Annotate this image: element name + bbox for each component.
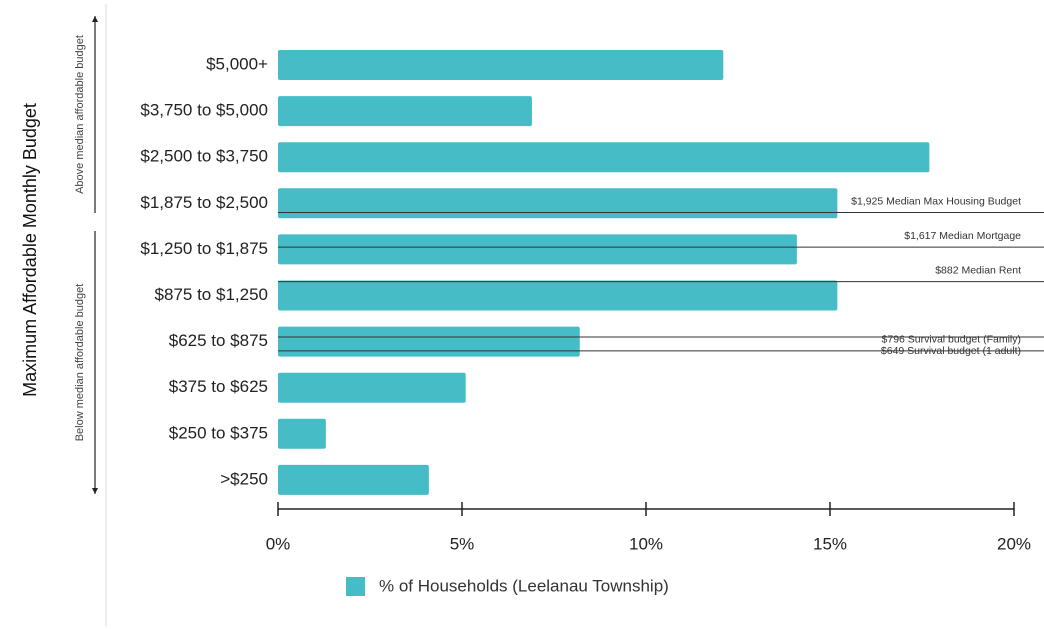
legend-swatch	[346, 577, 365, 596]
reference-lines: $1,925 Median Max Housing Budget $1,617 M…	[278, 195, 1044, 357]
legend: % of Households (Leelanau Township)	[346, 576, 669, 596]
bar	[278, 464, 429, 495]
bar	[278, 234, 797, 265]
group-label: Below median affordable budget	[74, 284, 86, 442]
bar	[278, 372, 466, 403]
bar	[278, 188, 838, 219]
category-label: $250 to $375	[169, 423, 268, 442]
category-label: $375 to $625	[169, 377, 268, 396]
bar	[278, 280, 838, 311]
arrow-up-icon	[92, 16, 98, 22]
reference-line-label: $1,925 Median Max Housing Budget	[851, 195, 1021, 207]
bar	[278, 326, 580, 357]
category-label: $5,000+	[206, 54, 268, 73]
group-brackets: Above median affordable budget Below medi…	[74, 16, 98, 494]
x-tick-label: 10%	[629, 534, 663, 553]
group-label: Above median affordable budget	[74, 35, 86, 194]
category-label: $3,750 to $5,000	[140, 101, 268, 120]
y-axis-label: Maximum Affordable Monthly Budget	[20, 103, 40, 397]
x-tick-label: 20%	[997, 534, 1031, 553]
category-label: $1,250 to $1,875	[140, 239, 268, 258]
x-axis: 0% 5% 10% 15% 20%	[266, 502, 1031, 553]
category-label: $1,875 to $2,500	[140, 193, 268, 212]
x-tick-label: 0%	[266, 534, 291, 553]
category-labels: $5,000+ $3,750 to $5,000 $2,500 to $3,750 $…	[140, 54, 268, 488]
arrow-down-icon	[92, 488, 98, 494]
category-label: $875 to $1,250	[155, 285, 268, 304]
bar	[278, 418, 326, 449]
category-label: >$250	[220, 469, 268, 488]
bars	[278, 50, 930, 495]
reference-line-label: $882 Median Rent	[935, 264, 1021, 276]
x-tick-label: 15%	[813, 534, 847, 553]
legend-label: % of Households (Leelanau Township)	[379, 576, 669, 595]
bar	[278, 142, 930, 173]
reference-line-label: $649 Survival budget (1 adult)	[881, 345, 1021, 357]
category-label: $2,500 to $3,750	[140, 147, 268, 166]
bar	[278, 96, 532, 127]
category-label: $625 to $875	[169, 331, 268, 350]
bar	[278, 50, 724, 80]
reference-line-label: $1,617 Median Mortgage	[904, 230, 1021, 242]
x-tick-label: 5%	[450, 534, 475, 553]
